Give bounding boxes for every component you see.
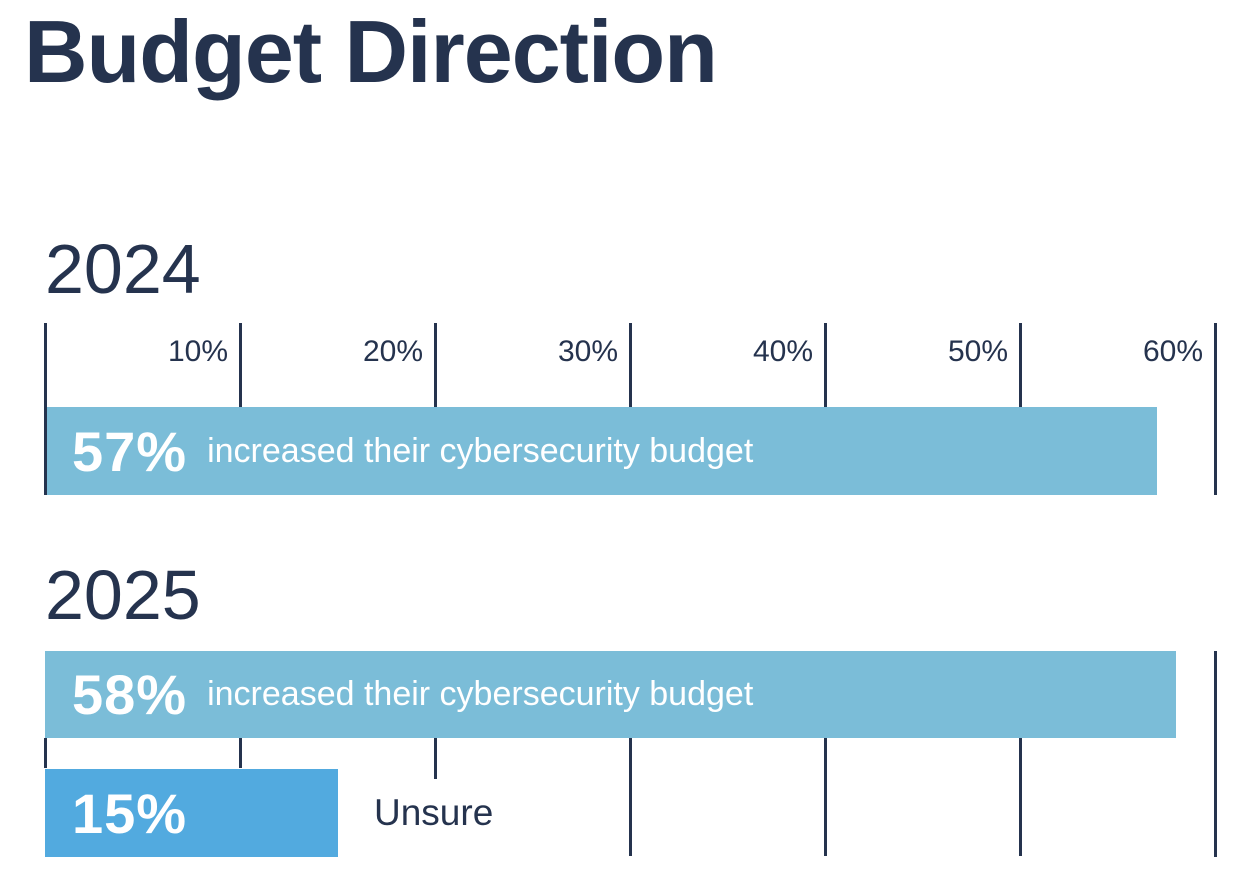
axis-tick-label-40: 40% [752, 335, 813, 368]
axis-tick-0 [44, 738, 47, 768]
chart-2024-plot: 57% increased their cybersecurity budget… [0, 323, 1242, 495]
axis-tick-20 [434, 323, 437, 407]
year-heading-2024: 2024 [45, 230, 201, 308]
bar-2025-increased-budget: 58% increased their cybersecurity budget [45, 651, 1176, 738]
axis-tick-label-30: 30% [557, 335, 618, 368]
page-title: Budget Direction [24, 2, 718, 101]
axis-tick-20 [434, 738, 437, 779]
axis-tick-label-50: 50% [947, 335, 1008, 368]
bar-2025-value-label: 58% [72, 663, 188, 726]
bar-2025-unsure-value-label: 15% [72, 781, 188, 845]
bar-2025-unsure-category-label: Unsure [374, 792, 494, 833]
year-heading-2025: 2025 [45, 556, 201, 634]
axis-tick-label-20: 20% [362, 335, 423, 368]
bar-2025-category-label: increased their cybersecurity budget [207, 675, 754, 713]
axis-tick-10 [239, 323, 242, 407]
bar-2024-category-label: increased their cybersecurity budget [207, 431, 754, 470]
axis-tick-0 [44, 323, 47, 495]
bar-2024-increased-budget: 57% increased their cybersecurity budget [45, 407, 1157, 495]
axis-tick-60 [1214, 323, 1217, 495]
axis-tick-50 [1019, 738, 1022, 856]
bar-2025-unsure: 15% [45, 769, 338, 857]
axis-tick-label-10: 10% [167, 335, 228, 368]
axis-tick-label-60: 60% [1142, 335, 1203, 368]
axis-tick-30 [629, 738, 632, 856]
axis-tick-30 [629, 323, 632, 407]
axis-tick-60 [1214, 651, 1217, 857]
axis-tick-50 [1019, 323, 1022, 407]
bar-2024-value-label: 57% [72, 419, 188, 483]
axis-tick-10 [239, 738, 242, 768]
chart-2025-plot: 58% increased their cybersecurity budget… [0, 651, 1242, 857]
axis-tick-40 [824, 738, 827, 856]
axis-tick-40 [824, 323, 827, 407]
